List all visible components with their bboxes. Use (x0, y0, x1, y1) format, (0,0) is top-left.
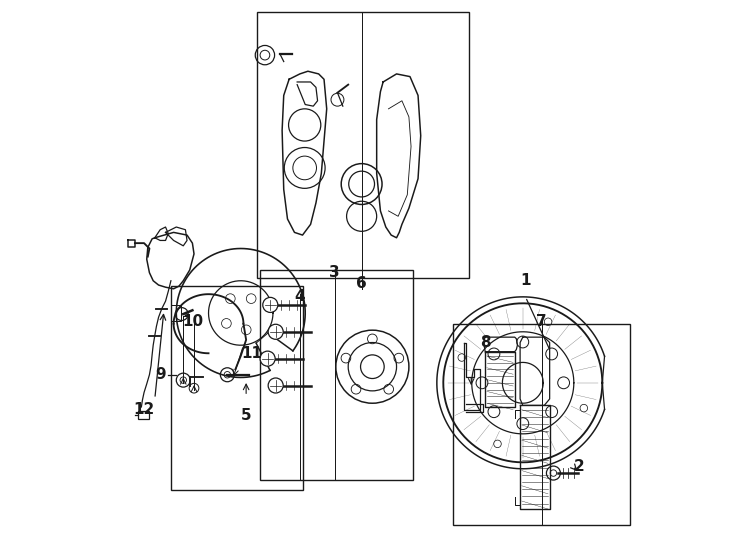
Circle shape (558, 377, 570, 389)
Circle shape (458, 354, 465, 361)
Bar (171, 305, 181, 321)
Circle shape (494, 440, 501, 448)
Text: 11: 11 (241, 346, 262, 361)
Text: 1: 1 (520, 273, 531, 288)
Circle shape (545, 318, 552, 326)
Bar (257, 12, 469, 278)
Bar (260, 270, 413, 480)
Circle shape (517, 418, 528, 429)
Text: 8: 8 (480, 335, 490, 350)
Bar (137, 411, 150, 419)
Circle shape (488, 348, 500, 360)
Circle shape (580, 404, 588, 412)
Circle shape (488, 406, 500, 417)
Text: 4: 4 (294, 289, 305, 305)
Text: 5: 5 (241, 408, 252, 422)
Circle shape (546, 406, 558, 417)
Circle shape (546, 348, 558, 360)
Circle shape (263, 298, 278, 313)
Bar (171, 286, 302, 490)
Text: 2: 2 (574, 458, 584, 474)
Text: 7: 7 (537, 314, 547, 328)
Circle shape (268, 324, 283, 339)
Circle shape (260, 351, 275, 366)
Circle shape (476, 377, 488, 389)
Bar (453, 323, 631, 525)
Text: 3: 3 (330, 265, 340, 280)
Circle shape (268, 378, 283, 393)
Circle shape (517, 336, 528, 348)
Text: 6: 6 (356, 276, 367, 291)
Text: 10: 10 (182, 314, 203, 328)
Text: 9: 9 (155, 367, 165, 382)
Text: 12: 12 (134, 402, 155, 417)
